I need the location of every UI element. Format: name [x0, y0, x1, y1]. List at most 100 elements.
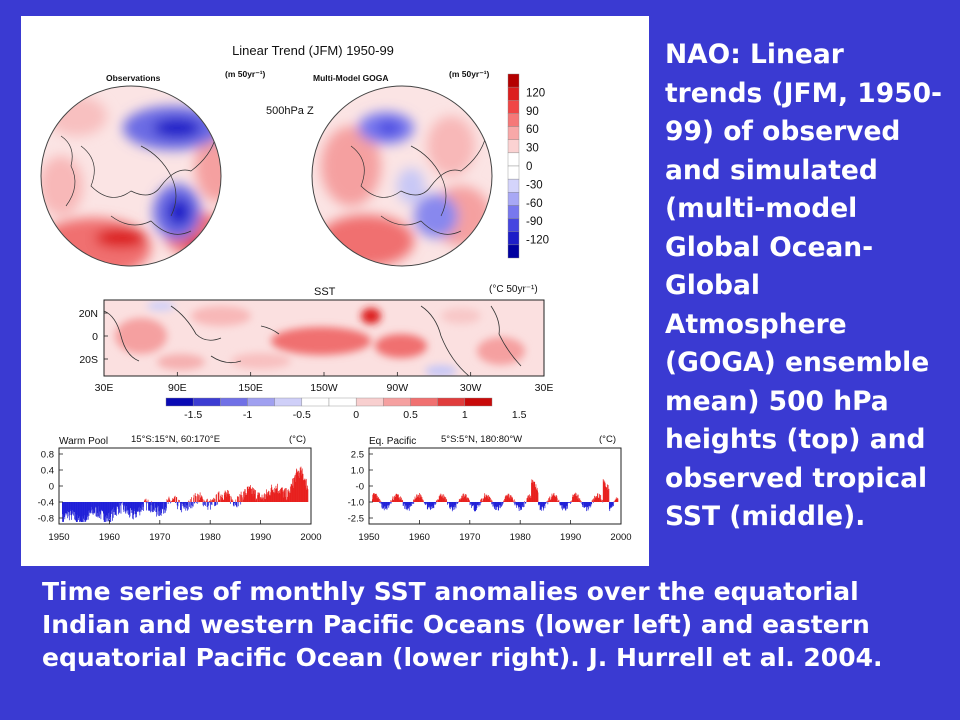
sst-colorbar-cell: [437, 397, 466, 407]
sst-colorbar-cell: [301, 397, 330, 407]
sst-colorbar-cell: [464, 397, 493, 407]
sst-colorbar-cell: [328, 397, 357, 407]
warm-pool-title: Warm Pool: [59, 436, 108, 447]
model-polar-map: [311, 85, 493, 267]
eq-pacific-region: 5°S:5°N, 180:80°W: [441, 434, 522, 445]
z-colorbar-cell: [507, 192, 520, 206]
z-colorbar-label: -30: [526, 179, 543, 191]
z-colorbar-label: -120: [526, 235, 549, 247]
sst-lon-label: 150E: [238, 382, 263, 394]
sst-lon-label: 30W: [460, 382, 482, 394]
sst-label: SST: [314, 286, 336, 298]
sst-lon-label: 30E: [535, 382, 554, 394]
ts-x-tick-label: 1990: [560, 532, 581, 543]
z-colorbar-label: 30: [526, 143, 539, 155]
warm-pool-units: (°C): [289, 434, 306, 445]
z-colorbar-cell: [507, 231, 520, 246]
z-colorbar-label: -90: [526, 216, 543, 228]
eq-pacific-units: (°C): [599, 434, 616, 445]
z-colorbar-cell: [507, 244, 520, 259]
obs-units: (m 50yr⁻¹): [225, 69, 266, 79]
ts-y-tick-label: -0.8: [38, 514, 54, 525]
sst-colorbar-label: 0: [353, 409, 359, 421]
z-colorbar-label: -60: [526, 198, 543, 210]
z500-colorbar: 120 90 60 30 0 -30 -60 -90 -120: [507, 73, 549, 259]
ts-x-tick-label: 1980: [200, 532, 221, 543]
sst-colorbar-cell: [247, 397, 275, 407]
z-colorbar-cell: [507, 165, 520, 180]
z-colorbar-cell: [507, 73, 520, 88]
ts-y-tick-label: -1.0: [348, 498, 364, 509]
ts-x-tick-label: 2000: [300, 532, 321, 543]
sst-colorbar-label: 1: [462, 409, 468, 421]
ts-y-tick-label: 0.4: [41, 466, 54, 477]
sst-lat-label: 20S: [79, 354, 98, 366]
z-colorbar-cell: [507, 126, 520, 140]
sst-colorbar-label: -1: [243, 409, 252, 421]
sst-lon-label: 30E: [95, 382, 114, 394]
z-colorbar-label: 90: [526, 106, 539, 118]
z-colorbar-label: 60: [526, 124, 539, 136]
sst-colorbar-label: -1.5: [184, 409, 202, 421]
sst-colorbar-cell: [355, 397, 384, 407]
figure-graphics: Linear Trend (JFM) 1950-99 Observations …: [38, 43, 632, 543]
ts-x-tick-label: 1970: [149, 532, 170, 543]
sst-lon-label: 90W: [387, 382, 409, 394]
sst-lat-label: 20N: [79, 308, 98, 320]
ts-y-tick-label: -0.4: [38, 498, 54, 509]
bottom-caption: Time series of monthly SST anomalies ove…: [42, 577, 883, 672]
ts-y-tick-label: -2.5: [348, 514, 364, 525]
z-colorbar-cell: [507, 100, 520, 114]
sst-colorbar: -1.5 -1 -0.5 0 0.5 1 1.5: [165, 397, 527, 421]
warm-pool-timeseries: Warm Pool 15°S:15°N, 60:170°E (°C) 0.8 0.…: [38, 434, 322, 543]
sst-colorbar-cell: [192, 397, 221, 407]
model-label: Multi-Model GOGA: [313, 73, 389, 83]
sst-colorbar-cell: [410, 397, 438, 407]
eq-pacific-timeseries: Eq. Pacific 5°S:5°N, 180:80°W (°C) 2.5 1.…: [348, 434, 632, 543]
z-colorbar-cell: [507, 205, 520, 219]
sst-units: (°C 50yr⁻¹): [489, 284, 538, 295]
ts-x-tick-label: 1970: [459, 532, 480, 543]
ts-y-tick-label: 1.0: [351, 466, 364, 477]
ts-x-tick-label: 1960: [99, 532, 120, 543]
side-caption: NAO: Linear trends (JFM, 1950-99) of obs…: [665, 39, 943, 532]
sst-lon-label: 90E: [168, 382, 187, 394]
z-colorbar-cell: [507, 113, 520, 127]
ts-x-tick-label: 1950: [48, 532, 69, 543]
ts-x-tick-label: 1950: [358, 532, 379, 543]
ts-x-tick-label: 2000: [610, 532, 631, 543]
sst-colorbar-label: 0.5: [403, 409, 418, 421]
sst-lon-label: 150W: [310, 382, 338, 394]
z-colorbar-label: 120: [526, 87, 545, 99]
sst-colorbar-cell: [274, 397, 303, 407]
z500-label: 500hPa Z: [266, 105, 314, 117]
ts-y-tick-label: 0.8: [41, 450, 54, 461]
sst-colorbar-label: 1.5: [512, 409, 527, 421]
eq-pacific-title: Eq. Pacific: [369, 436, 416, 447]
obs-polar-map: [40, 85, 222, 267]
z-colorbar-cell: [507, 139, 520, 154]
sst-colorbar-cell: [165, 397, 194, 407]
figure-panel: Linear Trend (JFM) 1950-99 Observations …: [21, 16, 649, 566]
sst-map: SST (°C 50yr⁻¹): [103, 284, 545, 377]
z-colorbar-cell: [507, 218, 520, 232]
ts-x-tick-label: 1990: [250, 532, 271, 543]
sst-axes: 20N 0 20S 30E 90E 150E 150W 90W 30W 30E: [79, 308, 554, 394]
ts-y-tick-label: -0: [356, 482, 364, 493]
ts-y-tick-label: 2.5: [351, 450, 364, 461]
model-units: (m 50yr⁻¹): [449, 69, 490, 79]
z-colorbar-cell: [507, 178, 520, 193]
sst-colorbar-cell: [220, 397, 248, 407]
ts-y-tick-label: 0: [49, 482, 54, 493]
sst-colorbar-cell: [383, 397, 411, 407]
sst-lat-label: 0: [92, 331, 98, 343]
warm-pool-region: 15°S:15°N, 60:170°E: [131, 434, 220, 445]
figure-title: Linear Trend (JFM) 1950-99: [232, 43, 394, 58]
ts-x-tick-label: 1980: [510, 532, 531, 543]
z-colorbar-cell: [507, 152, 520, 167]
sst-colorbar-label: -0.5: [293, 409, 311, 421]
ts-x-tick-label: 1960: [409, 532, 430, 543]
z-colorbar-label: 0: [526, 161, 532, 173]
obs-label: Observations: [106, 73, 161, 83]
z-colorbar-cell: [507, 86, 520, 101]
